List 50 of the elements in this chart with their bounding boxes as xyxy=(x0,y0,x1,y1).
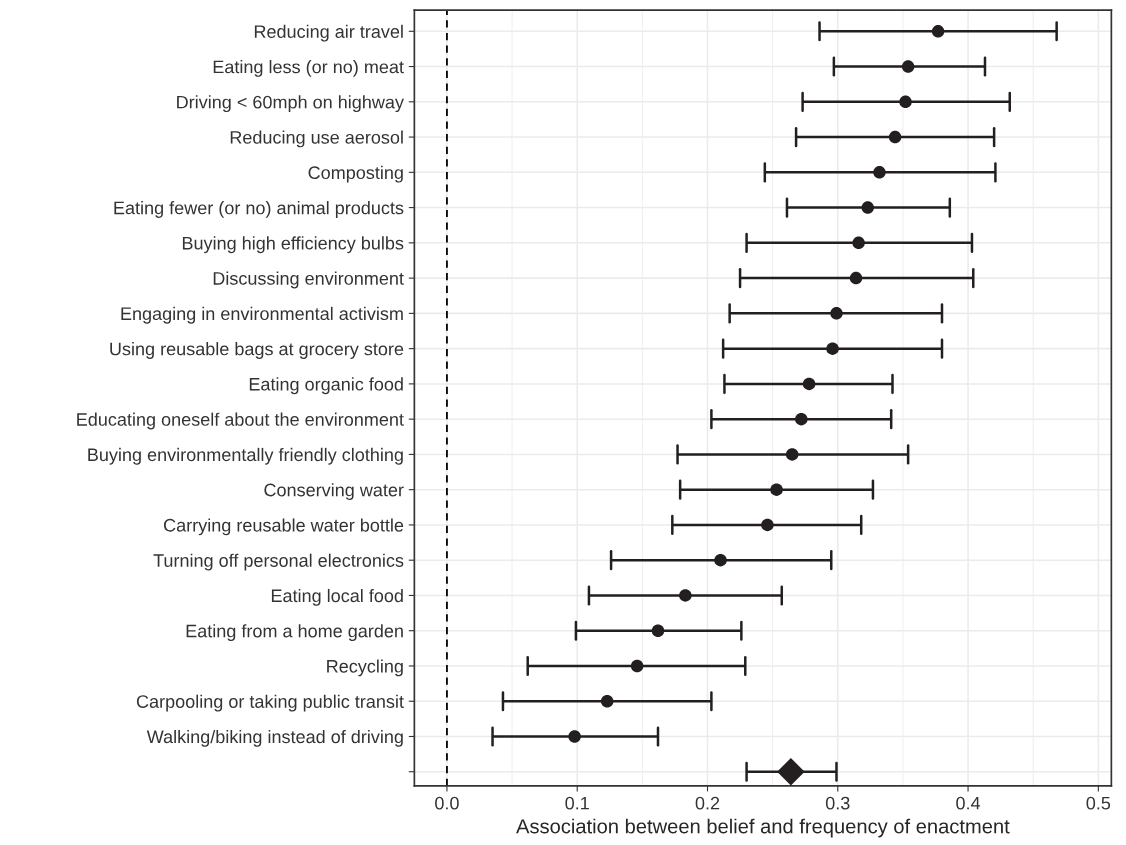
x-tick-label: 0.0 xyxy=(435,796,459,810)
y-tick-label: Eating from a home garden xyxy=(186,624,403,641)
x-tick-label: 0.2 xyxy=(695,796,720,810)
point xyxy=(931,25,945,38)
y-tick-label: Eating organic food xyxy=(249,377,403,395)
y-tick-label: Conserving water xyxy=(264,483,404,500)
x-tick-label: 0.1 xyxy=(565,796,589,810)
x-tick-label: 0.5 xyxy=(1086,796,1111,810)
y-tick-label: Eating local food xyxy=(271,588,403,606)
point xyxy=(777,758,805,786)
point xyxy=(679,589,692,602)
point xyxy=(899,95,912,109)
point xyxy=(852,236,865,250)
point xyxy=(826,342,839,355)
point xyxy=(830,307,843,320)
y-tick-label: Eating less (or no) meat xyxy=(213,60,404,77)
y-tick-label: Walking/biking instead of driving xyxy=(146,729,403,747)
y-tick-label: Reducing air travel xyxy=(254,24,403,42)
point xyxy=(651,624,665,637)
point xyxy=(761,518,774,532)
point xyxy=(873,166,886,179)
y-tick-label: Reducing use aerosol xyxy=(230,130,403,148)
point xyxy=(600,694,614,708)
y-tick-label: Buying high efficiency bulbs xyxy=(182,236,404,254)
point xyxy=(901,60,915,73)
y-tick-label: Buying environmentally friendly clothing xyxy=(88,447,403,465)
point xyxy=(802,377,816,391)
y-tick-label: Composting xyxy=(308,165,403,183)
y-tick-label: Eating fewer (or no) animal products xyxy=(114,201,404,218)
y-tick-label: Using reusable bags at grocery store xyxy=(110,342,404,359)
y-tick-label: Engaging in environmental activism xyxy=(121,306,403,324)
point xyxy=(568,730,581,743)
point xyxy=(630,659,644,673)
y-tick-label: Carrying reusable water bottle xyxy=(164,518,404,536)
y-tick-label: Educating oneself about the environment xyxy=(77,412,404,430)
x-tick-label: 0.4 xyxy=(956,796,981,810)
y-tick-label: Recycling xyxy=(327,659,403,677)
y-tick-label: Discussing environment xyxy=(213,271,404,289)
point xyxy=(849,271,863,285)
y-tick-label: Turning off personal electronics xyxy=(153,553,404,571)
y-tick-label: Driving < 60mph on highway xyxy=(177,95,404,113)
point xyxy=(861,201,874,214)
point xyxy=(785,448,799,461)
x-axis-title: Association between belief and frequency of enactment xyxy=(516,818,1010,838)
y-tick-label: Carpooling or taking public transit xyxy=(136,694,404,712)
point xyxy=(795,412,808,426)
point xyxy=(770,483,783,496)
point xyxy=(714,553,727,567)
point xyxy=(888,130,902,144)
x-tick-label: 0.3 xyxy=(825,796,850,810)
